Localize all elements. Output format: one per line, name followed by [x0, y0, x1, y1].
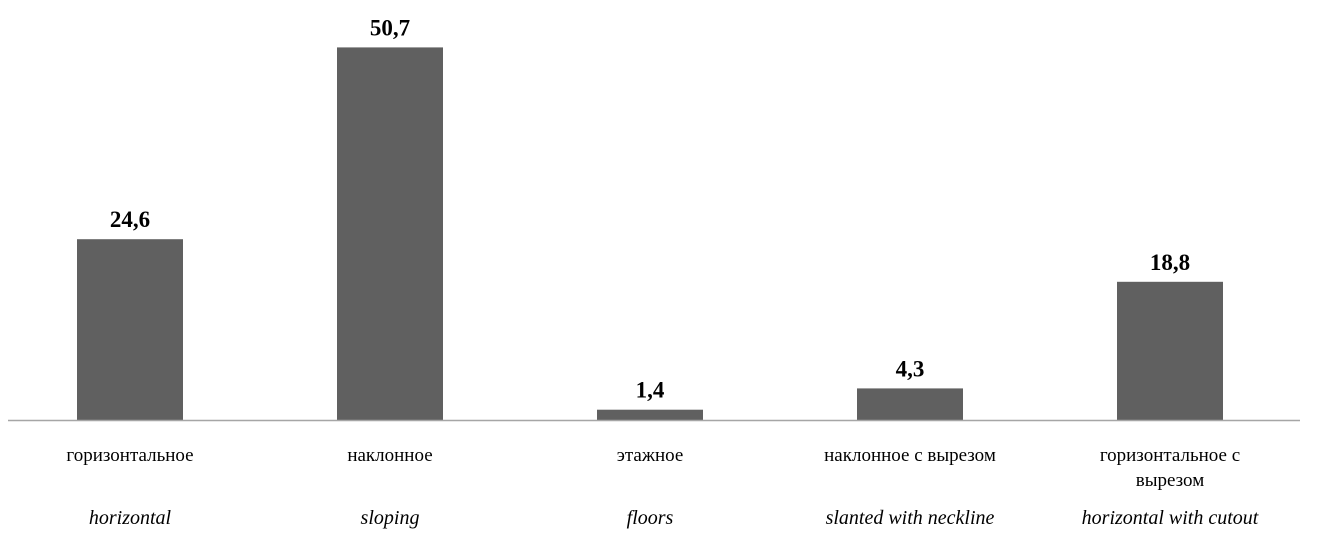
- category-label-en-2: sloping: [361, 507, 420, 529]
- category-label-en-3: floors: [627, 507, 674, 529]
- bar-3: [597, 409, 703, 420]
- bar-4: [857, 388, 963, 420]
- category-label-en-1: horizontal: [89, 507, 172, 529]
- category-label-en-4: slanted with neckline: [826, 507, 995, 529]
- category-label-4: наклонное с вырезом: [824, 445, 996, 466]
- category-label-1: горизонтальное: [66, 445, 193, 466]
- category-label-2: наклонное: [347, 445, 432, 466]
- data-label-1: 24,6: [110, 207, 150, 232]
- bar-group: [77, 47, 1223, 421]
- data-label-3: 1,4: [636, 378, 665, 403]
- category-label-5-line-2: вырезом: [1136, 470, 1204, 491]
- label-group: 24,6 горизонтальное horizontal 50,7 наклонно…: [66, 15, 1258, 529]
- bar-5: [1117, 281, 1223, 420]
- bar-2: [337, 47, 443, 421]
- category-label-en-5: horizontal with cutout: [1082, 507, 1259, 529]
- category-label-3: этажное: [617, 445, 684, 466]
- data-label-5: 18,8: [1150, 250, 1190, 275]
- category-label-5-line-1: горизонтальное с: [1100, 445, 1240, 466]
- data-label-4: 4,3: [896, 356, 925, 381]
- data-label-2: 50,7: [370, 15, 410, 40]
- bar-1: [77, 239, 183, 420]
